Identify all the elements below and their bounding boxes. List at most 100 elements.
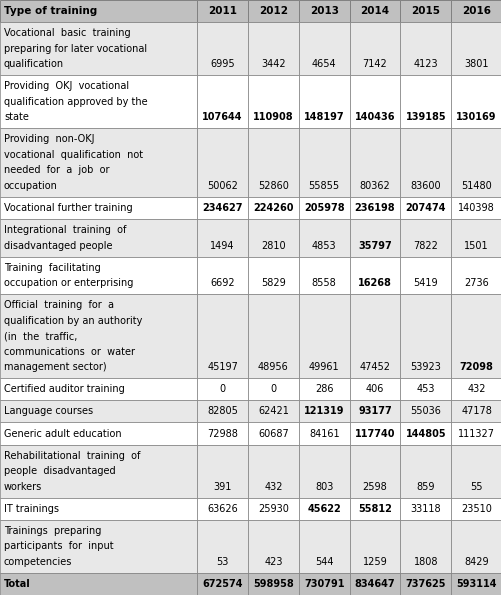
Text: 593114: 593114 <box>455 579 496 589</box>
Text: 224260: 224260 <box>253 203 293 213</box>
Bar <box>450 520 501 573</box>
Text: 55036: 55036 <box>409 406 440 416</box>
Text: 111327: 111327 <box>457 428 494 439</box>
Bar <box>197 497 247 520</box>
Text: 144805: 144805 <box>405 428 445 439</box>
Bar <box>400 400 450 422</box>
Bar <box>0 197 197 219</box>
Bar <box>400 197 450 219</box>
Text: Training  facilitating: Training facilitating <box>4 262 101 273</box>
Text: 0: 0 <box>219 384 225 394</box>
Text: 598958: 598958 <box>253 579 293 589</box>
Text: needed  for  a  job  or: needed for a job or <box>4 165 109 176</box>
Text: Providing  OKJ  vocational: Providing OKJ vocational <box>4 82 129 91</box>
Bar <box>247 22 298 75</box>
Text: Vocational further training: Vocational further training <box>4 203 132 213</box>
Text: 6995: 6995 <box>210 59 234 69</box>
Text: competencies: competencies <box>4 557 72 567</box>
Bar <box>247 294 298 378</box>
Bar <box>197 75 247 129</box>
Text: 859: 859 <box>416 481 434 491</box>
Bar <box>298 22 349 75</box>
Text: 62421: 62421 <box>258 406 288 416</box>
Bar <box>349 378 400 400</box>
Bar <box>298 75 349 129</box>
Bar <box>450 422 501 444</box>
Bar <box>0 422 197 444</box>
Bar <box>197 197 247 219</box>
Text: people  disadvantaged: people disadvantaged <box>4 466 115 476</box>
Text: IT trainings: IT trainings <box>4 504 59 513</box>
Text: 453: 453 <box>416 384 434 394</box>
Bar <box>450 256 501 294</box>
Bar <box>349 520 400 573</box>
Bar <box>0 444 197 497</box>
Text: 55812: 55812 <box>357 504 391 513</box>
Bar <box>400 129 450 197</box>
Text: 50062: 50062 <box>207 181 237 191</box>
Text: Generic adult education: Generic adult education <box>4 428 121 439</box>
Text: qualification: qualification <box>4 59 64 69</box>
Bar <box>197 129 247 197</box>
Bar <box>197 444 247 497</box>
Text: 80362: 80362 <box>359 181 390 191</box>
Text: preparing for later vocational: preparing for later vocational <box>4 43 147 54</box>
Bar <box>298 400 349 422</box>
Text: 7142: 7142 <box>362 59 387 69</box>
Bar <box>349 0 400 22</box>
Text: 432: 432 <box>264 481 282 491</box>
Bar <box>0 75 197 129</box>
Bar <box>400 256 450 294</box>
Text: 2598: 2598 <box>362 481 387 491</box>
Bar <box>400 0 450 22</box>
Bar <box>349 22 400 75</box>
Text: (in  the  traffic,: (in the traffic, <box>4 331 77 341</box>
Text: 207474: 207474 <box>405 203 445 213</box>
Text: 6692: 6692 <box>210 278 234 288</box>
Text: 107644: 107644 <box>202 112 242 122</box>
Bar <box>298 294 349 378</box>
Bar <box>400 378 450 400</box>
Bar <box>197 520 247 573</box>
Text: 121319: 121319 <box>303 406 344 416</box>
Text: state: state <box>4 112 29 122</box>
Bar <box>0 294 197 378</box>
Text: 2016: 2016 <box>461 6 490 16</box>
Bar <box>298 422 349 444</box>
Bar <box>247 197 298 219</box>
Text: 72098: 72098 <box>459 362 492 372</box>
Bar <box>298 129 349 197</box>
Bar <box>0 520 197 573</box>
Text: 84161: 84161 <box>308 428 339 439</box>
Text: qualification by an authority: qualification by an authority <box>4 316 142 325</box>
Text: Vocational  basic  training: Vocational basic training <box>4 28 130 38</box>
Text: 2015: 2015 <box>410 6 439 16</box>
Text: vocational  qualification  not: vocational qualification not <box>4 150 143 160</box>
Text: 48956: 48956 <box>258 362 288 372</box>
Text: 234627: 234627 <box>202 203 242 213</box>
Bar <box>197 400 247 422</box>
Bar <box>298 378 349 400</box>
Bar <box>349 422 400 444</box>
Bar <box>298 197 349 219</box>
Text: 1808: 1808 <box>413 557 437 567</box>
Bar <box>450 294 501 378</box>
Bar <box>349 256 400 294</box>
Text: 0: 0 <box>270 384 276 394</box>
Bar <box>197 378 247 400</box>
Text: 1494: 1494 <box>210 240 234 250</box>
Bar <box>247 256 298 294</box>
Bar <box>400 573 450 595</box>
Bar <box>0 129 197 197</box>
Bar <box>247 573 298 595</box>
Bar <box>400 75 450 129</box>
Bar <box>450 129 501 197</box>
Bar <box>400 444 450 497</box>
Text: 286: 286 <box>314 384 333 394</box>
Bar <box>247 400 298 422</box>
Bar <box>247 378 298 400</box>
Text: 83600: 83600 <box>410 181 440 191</box>
Text: 406: 406 <box>365 384 383 394</box>
Bar <box>298 444 349 497</box>
Bar <box>0 573 197 595</box>
